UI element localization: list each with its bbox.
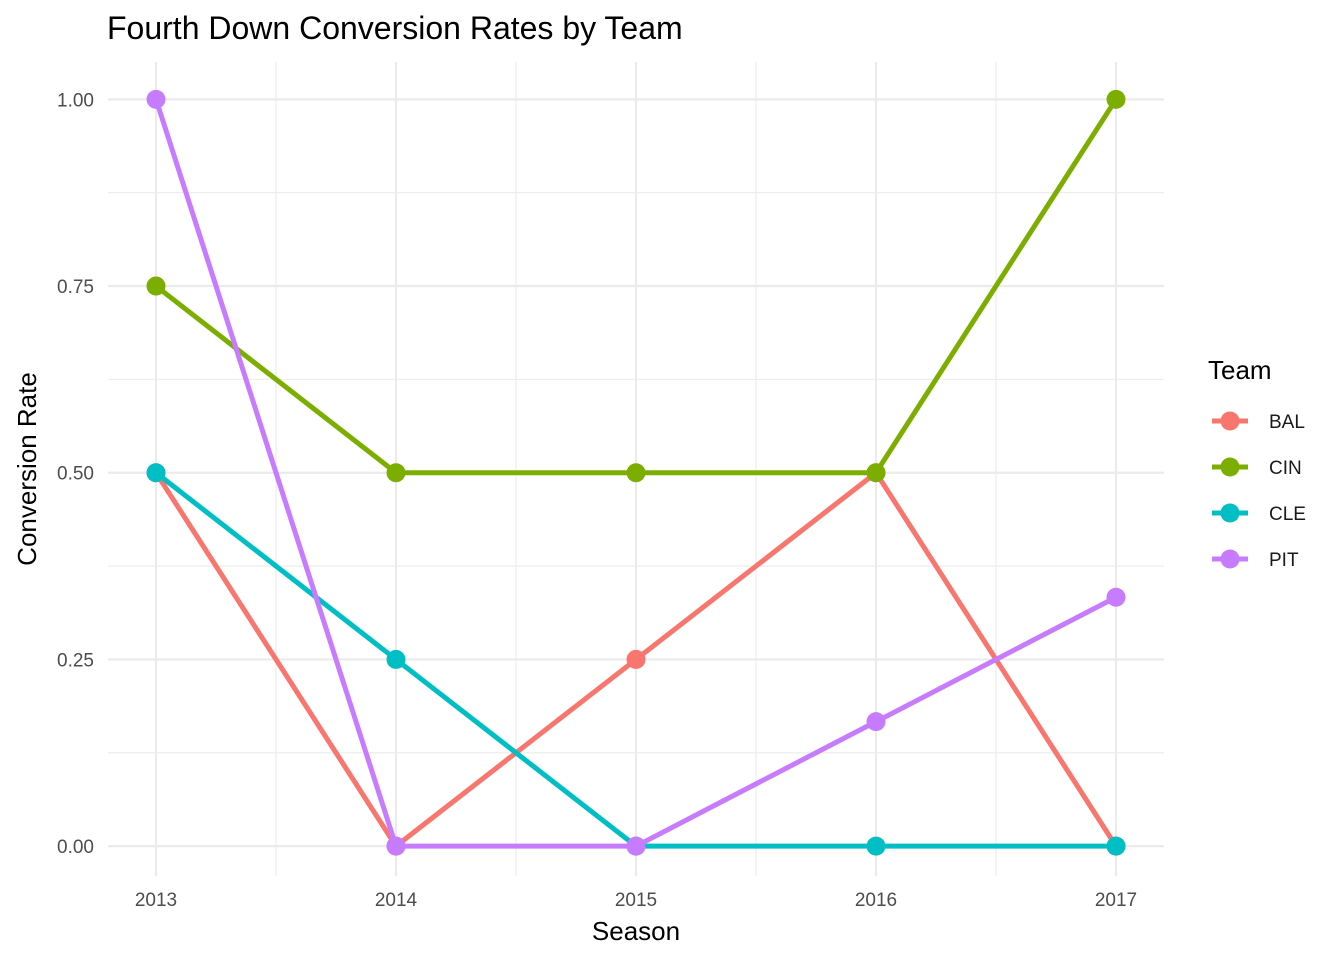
data-point-cle <box>386 649 406 669</box>
y-tick-label: 0.50 <box>57 464 94 485</box>
x-tick-label: 2015 <box>615 890 657 911</box>
x-axis-title: Season <box>592 916 680 946</box>
y-tick-label: 0.25 <box>57 650 94 671</box>
legend-item-pit: PIT <box>1212 549 1299 571</box>
data-point-cin <box>386 463 406 483</box>
x-tick-label: 2014 <box>375 890 418 911</box>
data-point-cin <box>1106 89 1126 109</box>
data-point-pit <box>146 89 166 109</box>
data-point-cle <box>1106 836 1126 856</box>
y-tick-label: 0.75 <box>57 277 94 298</box>
legend-label: PIT <box>1269 550 1299 571</box>
data-point-cle <box>866 836 886 856</box>
data-point-pit <box>626 836 646 856</box>
chart-title: Fourth Down Conversion Rates by Team <box>107 10 683 46</box>
legend-label: BAL <box>1269 412 1305 433</box>
legend-item-cle: CLE <box>1212 503 1306 525</box>
legend-key-point <box>1220 411 1240 431</box>
data-point-pit <box>1106 587 1126 607</box>
legend-key-point <box>1220 457 1240 477</box>
legend-item-cin: CIN <box>1212 457 1302 479</box>
x-tick-label: 2017 <box>1095 890 1137 911</box>
data-point-pit <box>866 712 886 732</box>
series-pit <box>146 89 1126 856</box>
y-tick-label: 1.00 <box>57 90 94 111</box>
data-point-bal <box>626 649 646 669</box>
series-cin <box>146 89 1126 483</box>
legend-label: CIN <box>1269 458 1302 479</box>
x-tick-label: 2013 <box>135 890 177 911</box>
legend-key-point <box>1220 503 1240 523</box>
legend-label: CLE <box>1269 504 1306 525</box>
legend-key-point <box>1220 549 1240 569</box>
y-tick-label: 0.00 <box>57 837 94 858</box>
data-point-cin <box>146 276 166 296</box>
legend: Team BAL CIN CLE PIT <box>1208 355 1306 571</box>
legend-item-bal: BAL <box>1212 411 1305 433</box>
series-layer <box>146 89 1126 856</box>
y-axis-title: Conversion Rate <box>12 372 42 566</box>
legend-title: Team <box>1208 355 1272 385</box>
data-point-pit <box>386 836 406 856</box>
x-tick-label: 2016 <box>855 890 897 911</box>
ticks: 2013 2014 2015 2016 2017 0.00 0.25 0.50 0.75 1.00 <box>57 90 1137 911</box>
data-point-cin <box>866 463 886 483</box>
data-point-cin <box>626 463 646 483</box>
data-point-cle <box>146 463 166 483</box>
